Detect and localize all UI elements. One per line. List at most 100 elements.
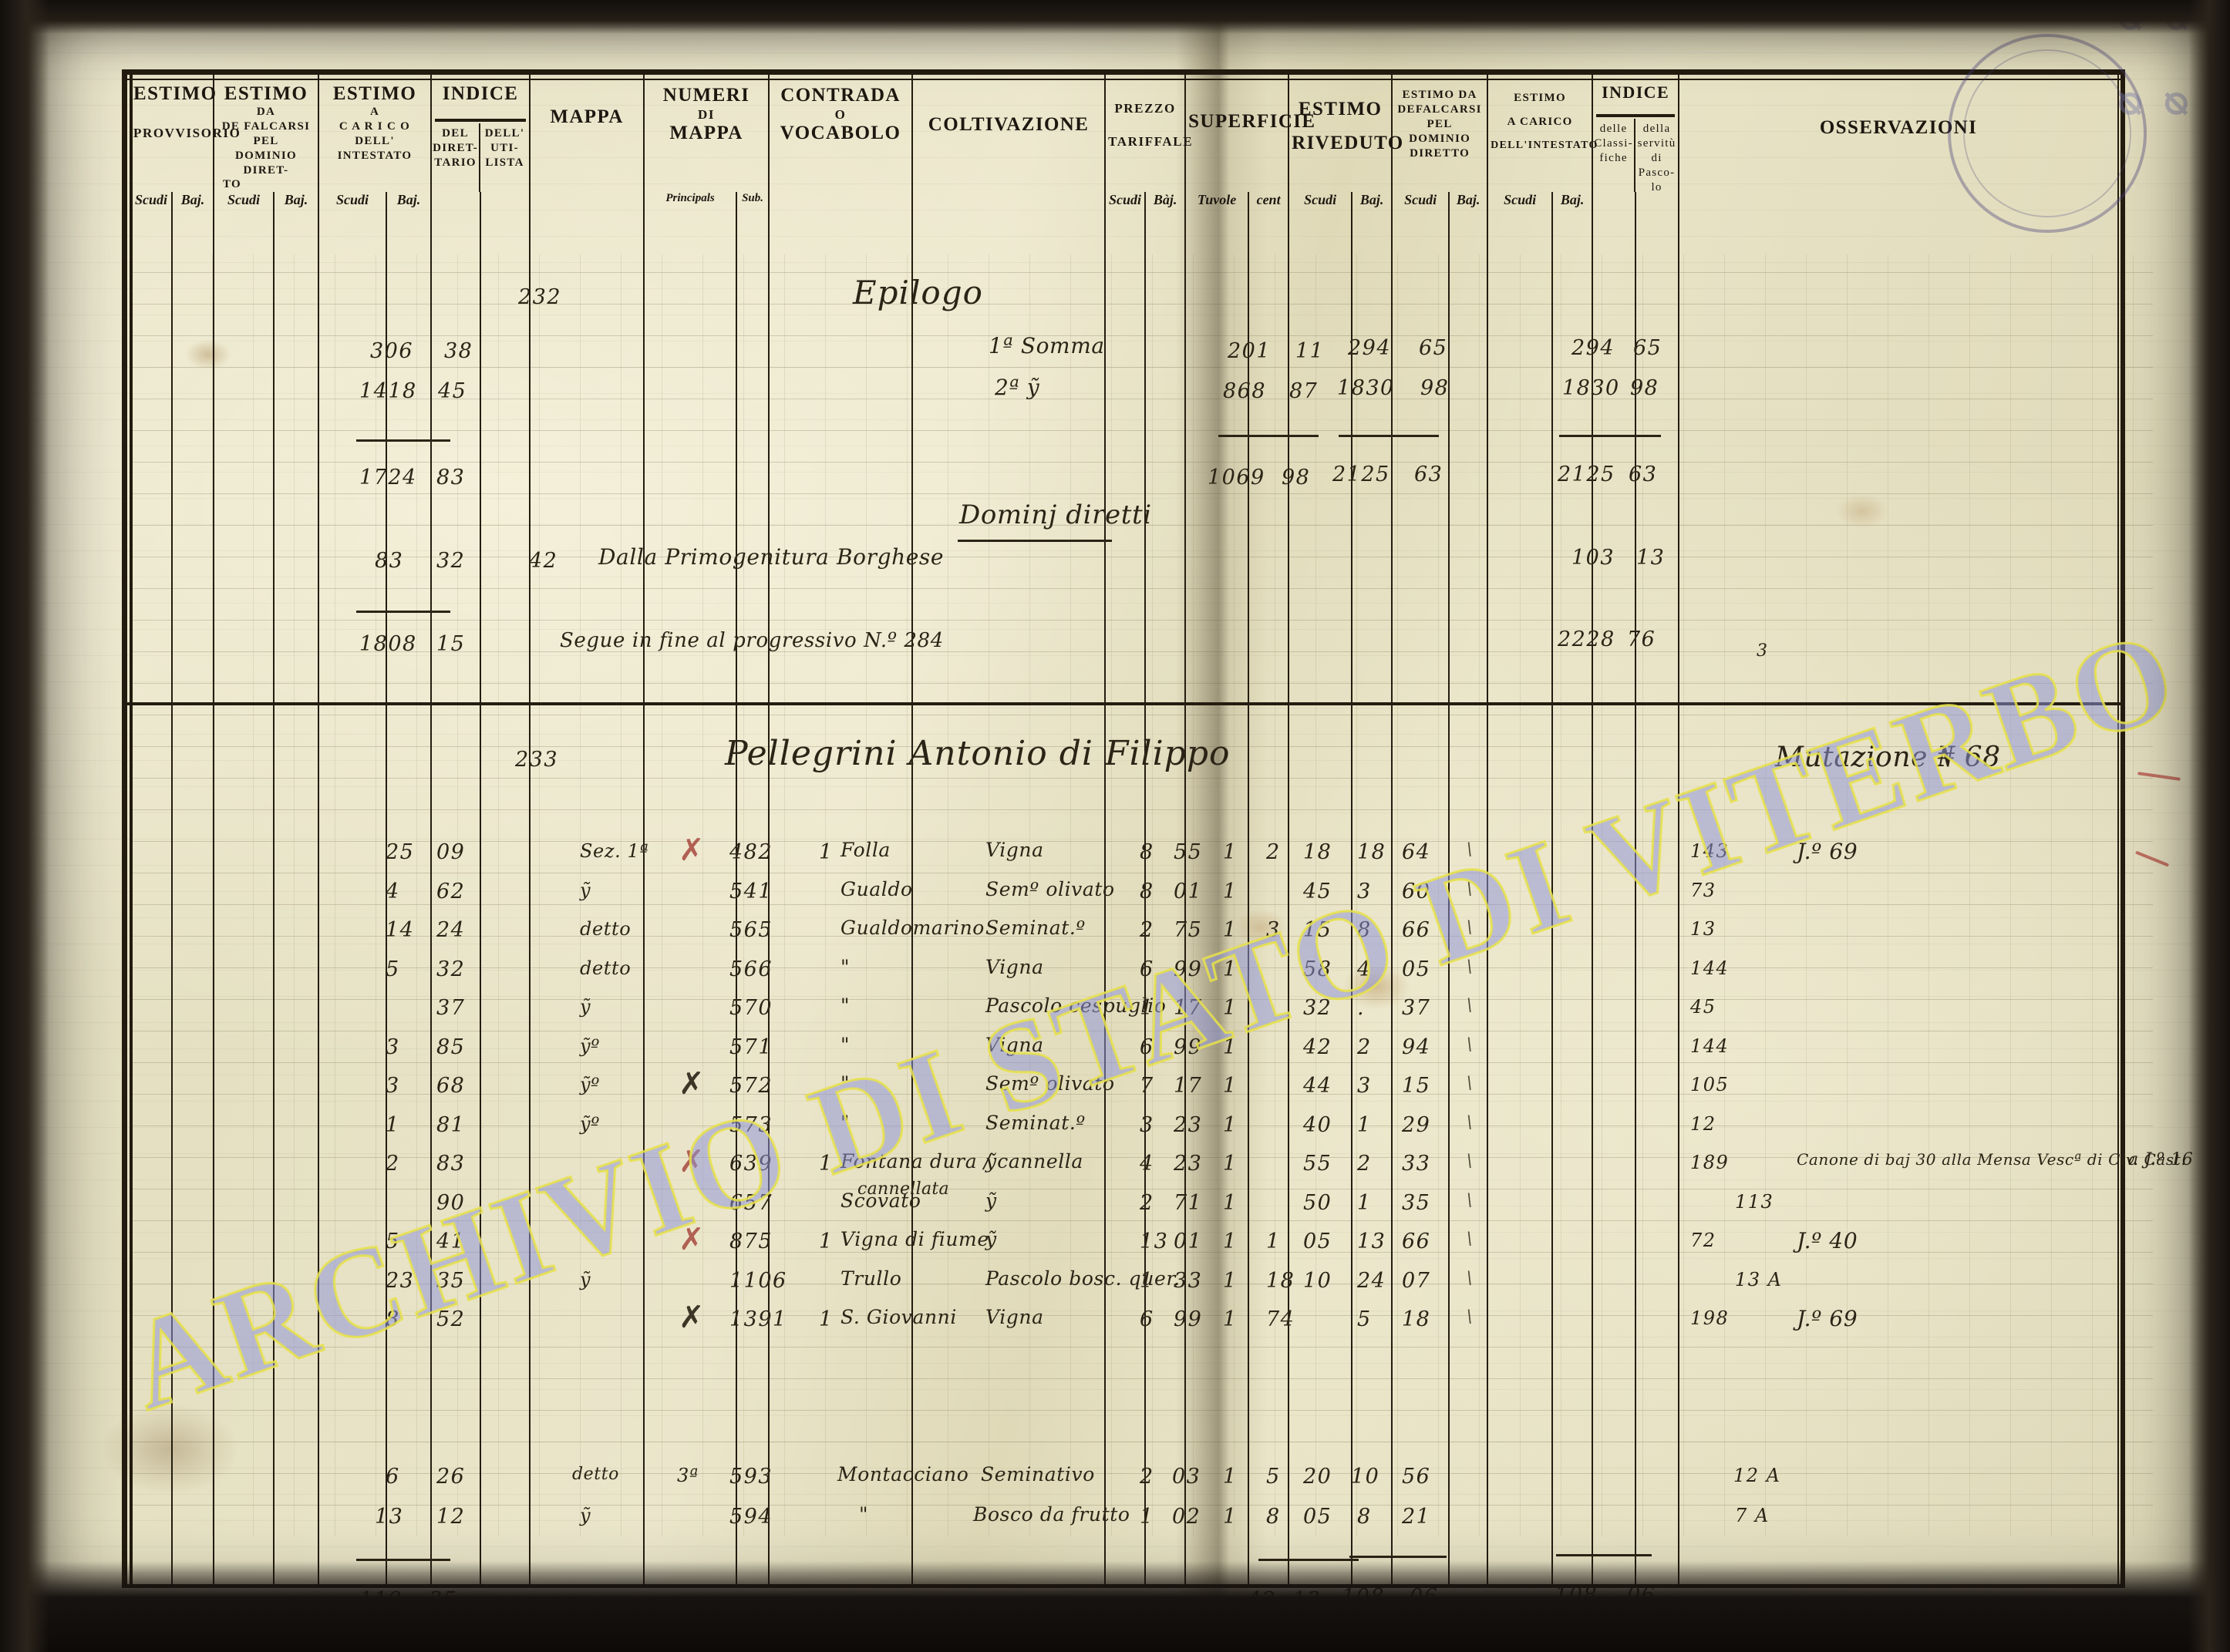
col-carico-baj — [386, 223, 433, 1585]
handwritten-entry: 38 — [444, 339, 473, 363]
handwritten-entry: \ — [1467, 1074, 1474, 1093]
handwritten-entry: 14 — [386, 918, 415, 942]
handwritten-entry: 1 — [1223, 918, 1238, 942]
header-line: DEL — [442, 127, 469, 140]
header-line: MAPPA — [550, 106, 624, 127]
handwritten-entry: ỹº — [580, 1074, 601, 1095]
handwritten-entry: 2228 — [1558, 627, 1615, 651]
handwritten-entry: 23 — [386, 1268, 415, 1293]
handwritten-entry: 1 — [1140, 1505, 1154, 1529]
handwritten-entry: 232 — [518, 285, 562, 309]
page-edge-top — [0, 0, 2230, 34]
col-prov-scudi — [130, 223, 173, 1585]
header-line: A CARICO — [1507, 115, 1573, 128]
handwritten-entry: Vigna — [985, 1306, 1044, 1328]
handwritten-entry: 1 — [1223, 1230, 1238, 1253]
unit-osservazioni — [1678, 192, 2119, 224]
handwritten-entry: " — [840, 1033, 851, 1056]
handwritten-entry: 294 — [1348, 336, 1392, 360]
handwritten-entry: 18 — [1357, 840, 1386, 864]
handwritten-entry: Sez. 1ª — [580, 840, 649, 862]
handwritten-entry: 8 — [1266, 1505, 1281, 1529]
handwritten-entry: 482 — [729, 840, 773, 864]
header-line: CONTRADA — [780, 85, 901, 106]
header-line: UTI- — [490, 141, 519, 154]
handwritten-entry: \ — [1467, 1190, 1474, 1210]
handwritten-entry: 3 — [1357, 1074, 1372, 1098]
handwritten-entry: 98 — [1282, 466, 1311, 490]
unit-riveduto-baj: Baj. — [1351, 192, 1393, 224]
sum-rule — [356, 439, 450, 442]
handwritten-entry: 42 — [1303, 1035, 1332, 1059]
handwritten-entry: 2125 — [1558, 463, 1615, 486]
handwritten-entry: 66 — [1402, 918, 1431, 942]
handwritten-entry: Gualdo — [840, 877, 913, 900]
handwritten-entry: 24 — [1357, 1268, 1386, 1293]
ledger-table: ESTIMO PROVVISORIO ESTIMO DA DE FALCARSI… — [122, 69, 2125, 1588]
sum-rule — [1339, 435, 1439, 437]
handwritten-entry: 66 — [1402, 1230, 1431, 1253]
handwritten-entry: 15 — [1402, 1074, 1431, 1098]
unit-numeri-principali: Principals — [643, 192, 738, 224]
handwritten-entry: 306 — [370, 339, 414, 363]
handwritten-entry: 87 — [1289, 379, 1319, 403]
handwritten-entry: Canone di baj 30 alla Mensa Vescª di Civ… — [1797, 1150, 2187, 1169]
unit-mappa — [529, 192, 645, 224]
unit-numeri-sub: Sub. — [736, 192, 770, 224]
handwritten-entry: 32 — [1303, 996, 1332, 1020]
handwritten-entry: ỹº — [580, 1112, 601, 1135]
sum-rule — [1218, 435, 1319, 437]
handwritten-entry: 17 — [1174, 1074, 1203, 1098]
handwritten-entry: 1106 — [729, 1268, 787, 1293]
handwritten-entry: 05 — [1303, 1505, 1332, 1529]
header-estimo-da-defalcarsi: ESTIMO DA DE FALCARSI PEL DOMINIO DIRET-… — [213, 74, 320, 193]
handwritten-entry: ỹ — [580, 879, 591, 901]
header-line: SUPERFICIE — [1188, 111, 1316, 132]
header-line: ESTIMO — [1298, 99, 1383, 119]
handwritten-entry: 60 — [1402, 879, 1431, 903]
handwritten-entry: 1391 — [729, 1307, 787, 1331]
page-edge-bottom — [0, 1561, 2230, 1652]
header-line: DEFALCARSI — [1397, 103, 1482, 116]
header-line: della — [1642, 123, 1671, 135]
handwritten-entry: 2 — [1357, 1035, 1372, 1059]
header-line: LISTA — [485, 156, 524, 169]
header-osservazioni: OSSERVAZIONI — [1678, 74, 2119, 193]
handwritten-entry: 01 — [1174, 879, 1203, 903]
header-line: INDICE — [442, 83, 519, 104]
handwritten-entry: 3 — [386, 1035, 400, 1059]
page-edge-left — [0, 0, 49, 1652]
header-coltivazione: COLTIVAZIONE — [911, 74, 1107, 193]
col-indice-classifiche — [1592, 223, 1637, 1585]
handwritten-entry: \ — [1467, 879, 1474, 899]
handwritten-entry: 113 — [1735, 1190, 1774, 1213]
handwritten-entry: 566 — [729, 957, 773, 981]
handwritten-entry: 144 — [1690, 1035, 1730, 1057]
sum-rule — [958, 540, 1112, 542]
handwritten-entry: 657 — [729, 1190, 773, 1215]
handwritten-entry: 13 — [1636, 546, 1666, 570]
unit-prov-scudi: Scudi — [130, 192, 173, 224]
handwritten-entry: 875 — [729, 1230, 773, 1253]
handwritten-entry: 32 — [436, 957, 466, 981]
handwritten-entry: 4 — [1357, 957, 1372, 981]
handwritten-entry: Semº olivato — [985, 877, 1115, 900]
handwritten-entry: 1 — [1223, 1035, 1238, 1059]
handwritten-entry: 18 — [1402, 1307, 1431, 1331]
frame-right — [2121, 69, 2125, 1588]
handwritten-entry: 03 — [1172, 1465, 1201, 1489]
handwritten-entry: ỹ — [580, 1268, 591, 1290]
handwritten-entry: 6 — [1140, 957, 1154, 981]
unit-prezzo-baj: Bàj. — [1144, 192, 1187, 224]
handwritten-entry: 571 — [729, 1035, 773, 1059]
handwritten-entry: 4 — [1140, 1152, 1154, 1176]
handwritten-entry: 20 — [1303, 1465, 1332, 1489]
handwritten-entry: ỹ — [985, 1150, 997, 1173]
handwritten-entry: 64 — [1402, 840, 1431, 864]
col-riveduto-baj — [1351, 223, 1393, 1585]
handwritten-entry: 1808 — [359, 632, 417, 656]
handwritten-entry: 63 — [1414, 463, 1443, 486]
handwritten-entry: 90 — [436, 1190, 466, 1215]
handwritten-entry: 868 — [1223, 379, 1267, 403]
handwritten-entry: Semº olivato — [985, 1072, 1115, 1095]
